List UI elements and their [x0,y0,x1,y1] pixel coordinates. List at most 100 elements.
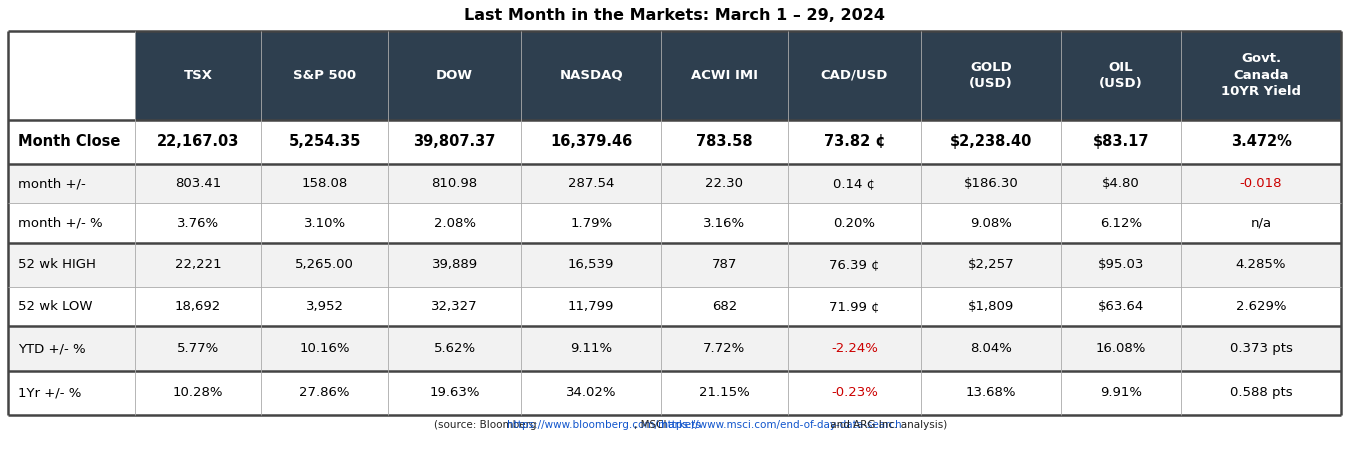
Bar [788,120,921,164]
Bar [921,326,1062,371]
Text: 21.15%: 21.15% [699,386,750,399]
Bar [8,287,135,326]
Text: 3.10%: 3.10% [304,217,345,229]
Bar [8,31,135,120]
Bar [262,31,389,120]
Bar [921,243,1062,287]
Text: 52 wk LOW: 52 wk LOW [18,300,93,313]
Text: 22,221: 22,221 [174,258,221,271]
Text: 16.08%: 16.08% [1095,342,1147,355]
Text: 9.11%: 9.11% [571,342,612,355]
Bar [389,120,521,164]
Text: -0.018: -0.018 [1240,177,1283,190]
Text: Month Close: Month Close [18,134,120,149]
Bar [389,203,521,243]
Text: CAD/USD: CAD/USD [820,69,888,82]
Bar [661,164,788,203]
Text: 76.39 ¢: 76.39 ¢ [830,258,880,271]
Text: 71.99 ¢: 71.99 ¢ [830,300,880,313]
Bar [1062,326,1180,371]
Text: 803.41: 803.41 [175,177,221,190]
Bar [661,371,788,415]
Text: 18,692: 18,692 [175,300,221,313]
Bar [1062,31,1180,120]
Text: -2.24%: -2.24% [831,342,878,355]
Bar [135,31,262,120]
Bar [1180,326,1341,371]
Text: 11,799: 11,799 [568,300,614,313]
Bar [661,243,788,287]
Text: 5.77%: 5.77% [177,342,219,355]
Bar [262,203,389,243]
Bar [788,326,921,371]
Bar [262,287,389,326]
Text: OIL
(USD): OIL (USD) [1099,61,1143,90]
Bar [521,371,661,415]
Bar [262,243,389,287]
Bar [135,371,262,415]
Text: 783.58: 783.58 [696,134,753,149]
Bar [262,371,389,415]
Text: (source: Bloomberg: (source: Bloomberg [434,420,540,430]
Bar [389,371,521,415]
Text: 22.30: 22.30 [706,177,743,190]
Bar [661,326,788,371]
Text: -0.23%: -0.23% [831,386,878,399]
Text: ACWI IMI: ACWI IMI [691,69,758,82]
Text: 6.12%: 6.12% [1099,217,1143,229]
Bar [135,326,262,371]
Bar [135,287,262,326]
Bar [521,164,661,203]
Text: 39,889: 39,889 [432,258,478,271]
Text: NASDAQ: NASDAQ [560,69,623,82]
Bar [1180,243,1341,287]
Bar [8,203,135,243]
Bar [1062,287,1180,326]
Bar [1180,164,1341,203]
Text: 1Yr +/- %: 1Yr +/- % [18,386,81,399]
Bar [521,287,661,326]
Bar [788,203,921,243]
Text: 13.68%: 13.68% [966,386,1016,399]
Text: 3.16%: 3.16% [703,217,746,229]
Text: 5,265.00: 5,265.00 [295,258,353,271]
Bar [135,203,262,243]
Text: https://www.msci.com/end-of-day-data-search: https://www.msci.com/end-of-day-data-sea… [661,420,901,430]
Text: 8.04%: 8.04% [970,342,1012,355]
Bar [921,31,1062,120]
Text: $2,257: $2,257 [967,258,1014,271]
Bar [921,371,1062,415]
Text: 34.02%: 34.02% [567,386,616,399]
Text: 39,807.37: 39,807.37 [413,134,495,149]
Bar [8,243,135,287]
Bar [262,120,389,164]
Text: 7.72%: 7.72% [703,342,746,355]
Bar [389,164,521,203]
Text: 287.54: 287.54 [568,177,614,190]
Text: 9.08%: 9.08% [970,217,1012,229]
Text: 4.285%: 4.285% [1236,258,1286,271]
Text: $186.30: $186.30 [963,177,1018,190]
Text: Last Month in the Markets: March 1 – 29, 2024: Last Month in the Markets: March 1 – 29,… [464,7,885,22]
Bar [389,243,521,287]
Text: 10.16%: 10.16% [299,342,349,355]
Text: n/a: n/a [1251,217,1272,229]
Bar [921,164,1062,203]
Text: 682: 682 [712,300,737,313]
Text: 5,254.35: 5,254.35 [289,134,360,149]
Text: 10.28%: 10.28% [173,386,223,399]
Bar [788,31,921,120]
Bar [921,203,1062,243]
Bar [921,287,1062,326]
Bar [661,120,788,164]
Text: 0.373 pts: 0.373 pts [1229,342,1292,355]
Bar [135,164,262,203]
Text: 16,539: 16,539 [568,258,614,271]
Text: Govt.
Canada
10YR Yield: Govt. Canada 10YR Yield [1221,52,1300,98]
Text: $83.17: $83.17 [1093,134,1149,149]
Bar [1180,287,1341,326]
Text: 3,952: 3,952 [306,300,344,313]
Text: TSX: TSX [183,69,212,82]
Bar [661,203,788,243]
Text: $1,809: $1,809 [969,300,1014,313]
